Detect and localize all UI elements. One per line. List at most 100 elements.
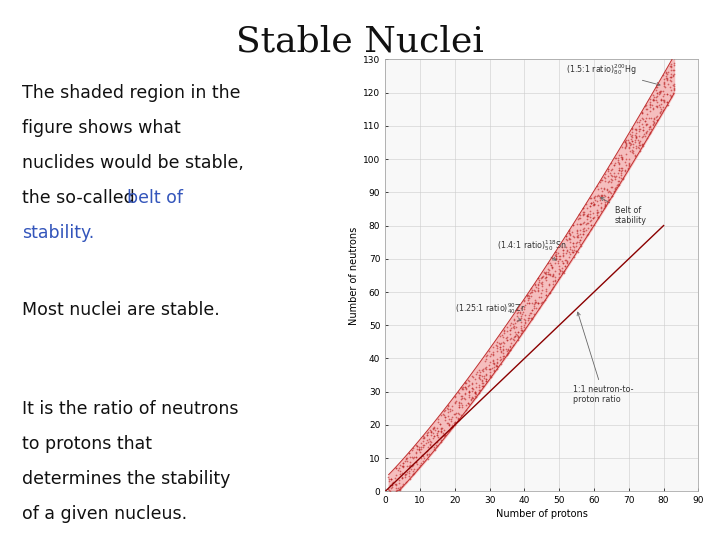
Point bbox=[554, 270, 565, 279]
Point bbox=[577, 230, 588, 238]
Point bbox=[463, 391, 474, 400]
Point bbox=[418, 437, 429, 445]
Point bbox=[485, 373, 496, 382]
Point bbox=[620, 150, 631, 159]
Point bbox=[386, 475, 397, 483]
Point bbox=[645, 113, 657, 122]
Point bbox=[523, 292, 535, 300]
Point bbox=[608, 161, 620, 170]
Point bbox=[544, 259, 556, 267]
Point bbox=[667, 81, 679, 90]
Point bbox=[554, 262, 565, 271]
Point bbox=[397, 459, 409, 468]
Point bbox=[572, 230, 583, 239]
Point bbox=[385, 475, 397, 484]
Y-axis label: Number of neutrons: Number of neutrons bbox=[349, 226, 359, 325]
Point bbox=[495, 343, 506, 352]
Point bbox=[608, 187, 620, 195]
Point bbox=[516, 310, 528, 319]
Point bbox=[551, 255, 562, 264]
Point bbox=[637, 140, 649, 149]
Point bbox=[408, 467, 419, 476]
Point bbox=[616, 143, 628, 151]
Point bbox=[412, 441, 423, 450]
Point bbox=[401, 461, 413, 470]
Point bbox=[634, 144, 645, 152]
Point bbox=[446, 423, 458, 431]
Point bbox=[572, 220, 583, 228]
Point bbox=[620, 155, 631, 164]
Point bbox=[484, 361, 495, 369]
Point bbox=[432, 415, 444, 424]
Point bbox=[571, 238, 582, 246]
Point bbox=[665, 77, 677, 85]
Point bbox=[417, 441, 428, 449]
Point bbox=[436, 427, 447, 435]
Point bbox=[602, 166, 613, 175]
Point bbox=[654, 87, 665, 96]
Point bbox=[650, 113, 662, 122]
Point bbox=[462, 382, 474, 390]
Point bbox=[598, 203, 610, 212]
Point bbox=[631, 132, 642, 140]
Point bbox=[585, 199, 596, 207]
Point bbox=[588, 198, 599, 207]
Point bbox=[605, 188, 616, 197]
Point bbox=[420, 431, 432, 440]
Point bbox=[452, 415, 464, 424]
Point bbox=[644, 122, 655, 130]
Point bbox=[609, 184, 621, 193]
Point bbox=[462, 399, 474, 408]
Point bbox=[410, 441, 421, 450]
Point bbox=[534, 304, 545, 313]
Point bbox=[571, 226, 582, 234]
Point bbox=[522, 313, 534, 322]
Point bbox=[501, 350, 513, 359]
Point bbox=[526, 299, 538, 307]
Point bbox=[547, 271, 559, 280]
Point bbox=[589, 192, 600, 201]
Point bbox=[668, 54, 680, 63]
Point bbox=[570, 247, 582, 255]
Point bbox=[456, 385, 468, 394]
Point bbox=[657, 86, 669, 95]
Point bbox=[512, 305, 523, 314]
Point bbox=[518, 303, 530, 312]
Point bbox=[459, 389, 471, 397]
Point bbox=[513, 315, 524, 324]
Point bbox=[654, 109, 665, 118]
Point bbox=[602, 165, 613, 174]
Point bbox=[578, 226, 590, 235]
Point bbox=[637, 126, 649, 134]
Point bbox=[668, 85, 680, 93]
Point bbox=[396, 474, 408, 482]
Point bbox=[390, 480, 402, 488]
Point bbox=[516, 326, 528, 334]
Point bbox=[535, 279, 546, 287]
Point bbox=[582, 204, 593, 213]
Point bbox=[585, 216, 596, 225]
Point bbox=[540, 291, 552, 299]
Point bbox=[476, 377, 487, 386]
Point bbox=[662, 76, 673, 85]
Point bbox=[662, 100, 674, 109]
Point bbox=[480, 371, 492, 380]
Point bbox=[669, 86, 680, 94]
Point bbox=[467, 394, 479, 402]
Point bbox=[512, 309, 523, 318]
Point bbox=[526, 286, 538, 295]
Point bbox=[594, 194, 606, 202]
Point bbox=[461, 383, 472, 392]
Point bbox=[473, 383, 485, 391]
Point bbox=[612, 154, 624, 163]
Point bbox=[522, 315, 534, 324]
Point bbox=[400, 471, 411, 480]
Point bbox=[637, 114, 649, 123]
Text: determines the stability: determines the stability bbox=[22, 470, 230, 488]
Point bbox=[523, 293, 534, 302]
Point bbox=[553, 252, 564, 261]
Point bbox=[431, 442, 442, 450]
Point bbox=[415, 460, 426, 469]
Point bbox=[382, 473, 394, 482]
Point bbox=[620, 160, 631, 169]
